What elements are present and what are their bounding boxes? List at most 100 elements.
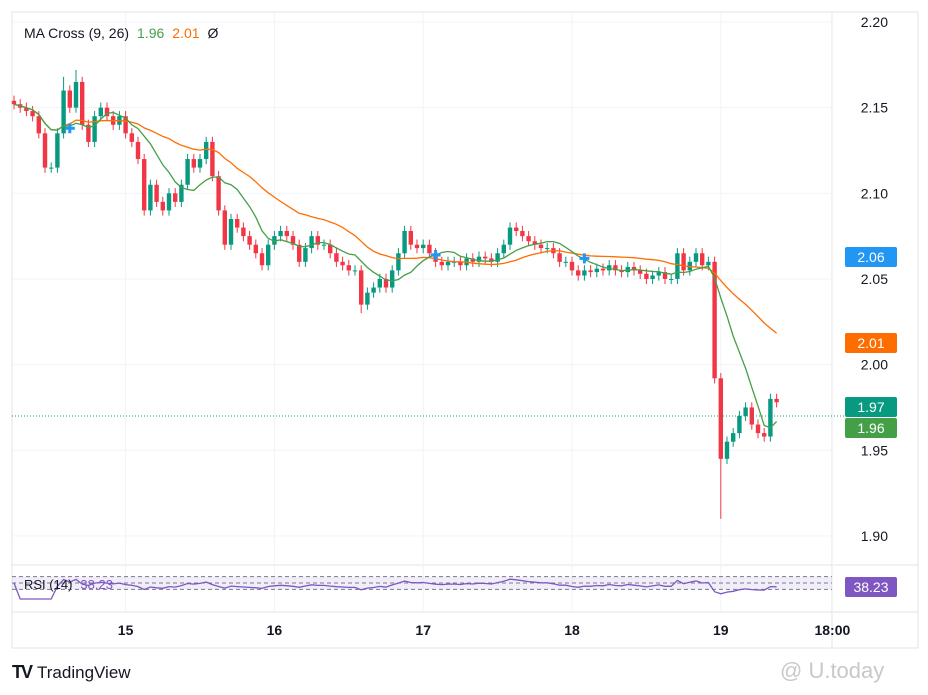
tradingview-logo[interactable]: TV TradingView <box>12 662 131 683</box>
candle-body <box>259 253 265 266</box>
price-label: 1.96 <box>845 418 897 439</box>
candle-body <box>600 268 606 271</box>
price-label: 38.23 <box>845 576 897 597</box>
candle-body <box>545 248 550 250</box>
candle-body <box>36 116 41 134</box>
ma-fast-line <box>13 103 778 429</box>
candle-body <box>321 244 327 246</box>
candle-body <box>315 236 320 245</box>
candle-body <box>173 193 178 202</box>
candle-body <box>576 270 581 276</box>
candle-body <box>148 184 153 211</box>
candle-body <box>458 261 463 266</box>
ma-extra: Ø <box>207 25 219 41</box>
candle-body <box>762 433 767 437</box>
candle-body <box>706 261 711 266</box>
y-tick-label: 2.10 <box>861 185 888 201</box>
candle-body <box>476 256 482 262</box>
candle-body <box>755 424 761 434</box>
candle-body <box>154 184 159 202</box>
candle-body <box>594 268 599 273</box>
candle-body <box>129 133 134 142</box>
candle-body <box>346 265 351 271</box>
brand-name: TradingView <box>37 662 131 682</box>
price-label: 1.97 <box>845 397 897 418</box>
candle-body <box>371 287 376 293</box>
candle-body <box>532 241 537 245</box>
candle-body <box>247 236 252 245</box>
candle-body <box>724 441 730 459</box>
candle-body <box>383 278 389 288</box>
candle-body <box>607 265 612 271</box>
candle-body <box>662 272 668 279</box>
candle-body <box>235 218 240 228</box>
candle-body <box>185 159 190 185</box>
candle-body <box>352 270 358 272</box>
candle-body <box>520 230 525 237</box>
candle-body <box>644 273 649 279</box>
cross-marker-icon <box>430 249 441 260</box>
y-tick-label: 2.15 <box>861 100 888 116</box>
candle-body <box>427 244 432 254</box>
y-tick-label: 2.20 <box>861 14 888 30</box>
candle-body <box>92 116 97 142</box>
candle-body <box>718 378 723 459</box>
candle-body <box>365 292 370 305</box>
candle-body <box>693 253 699 262</box>
candle-body <box>135 141 141 160</box>
candle-body <box>445 261 451 266</box>
candle-body <box>569 261 575 271</box>
y-tick-label: 1.90 <box>861 528 888 544</box>
candle-body <box>538 244 544 249</box>
candle-body <box>179 184 184 202</box>
candle-body <box>501 244 506 254</box>
ma-name: MA Cross (9, 26) <box>24 25 130 41</box>
y-tick-label: 2.05 <box>861 271 888 287</box>
rsi-legend: RSI (14) 38.23 <box>24 577 113 592</box>
y-tick-label: 2.00 <box>861 357 888 373</box>
candle-body <box>514 227 519 231</box>
candle-body <box>210 141 215 177</box>
candle-body <box>650 275 655 279</box>
candle-body <box>675 253 680 279</box>
candle-body <box>24 107 29 112</box>
x-tick-label: 18:00 <box>814 622 850 638</box>
candle-body <box>61 90 66 134</box>
candle-body <box>222 210 227 245</box>
candle-body <box>631 266 637 271</box>
candle-body <box>241 227 246 237</box>
candle-body <box>228 218 234 245</box>
cross-marker-icon <box>64 123 75 134</box>
candle-body <box>613 265 618 271</box>
candle-body <box>123 116 128 134</box>
tv-logo-icon: TV <box>12 662 33 682</box>
candle-body <box>55 133 60 168</box>
candle-body <box>67 90 72 108</box>
candle-body <box>526 236 531 242</box>
candle-body <box>408 230 413 245</box>
candle-body <box>290 236 296 245</box>
candle-body <box>278 230 283 237</box>
candle-body <box>439 261 444 266</box>
candle-body <box>98 107 103 117</box>
y-tick-label: 1.95 <box>861 442 888 458</box>
ma-slow-value: 2.01 <box>172 25 200 41</box>
x-tick-label: 18 <box>564 622 580 638</box>
candle-body <box>489 258 494 262</box>
candle-body <box>743 407 748 416</box>
candle-body <box>11 100 17 105</box>
rsi-line <box>13 578 777 600</box>
candle-body <box>197 159 203 168</box>
candle-body <box>272 236 277 245</box>
candle-body <box>340 261 345 266</box>
candle-body <box>625 266 630 273</box>
rsi-value: 38.23 <box>80 577 113 592</box>
candle-body <box>334 253 339 262</box>
candle-body <box>483 256 488 259</box>
candle-body <box>749 407 754 425</box>
candle-body <box>390 270 395 288</box>
candle-body <box>266 244 271 266</box>
candle-body <box>681 253 686 271</box>
